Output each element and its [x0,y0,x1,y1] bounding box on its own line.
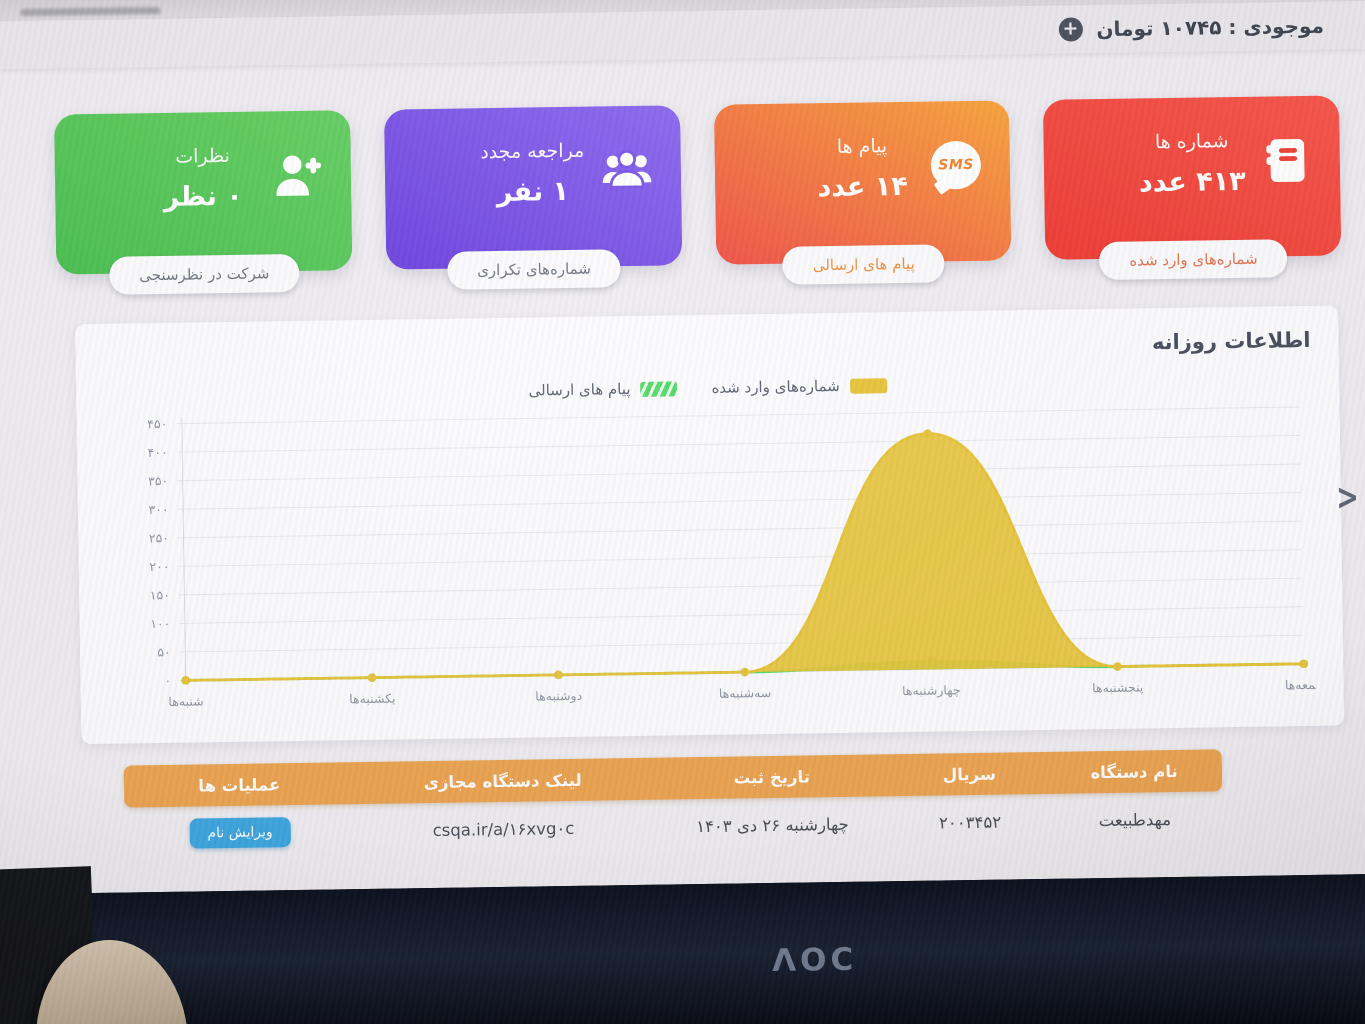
svg-text:سه‌شنبه‌ها: سه‌شنبه‌ها [719,686,772,701]
svg-text:۱۵۰: ۱۵۰ [150,588,170,602]
legend-swatch-entered-numbers [849,377,887,394]
devices-table: نام دستگاه سریال تاریخ ثبت لینک دستگاه م… [123,749,1223,861]
stat-cards-row: شماره ها ۴۱۳ عدد شماره‌های وارد شده SMS … [54,95,1342,295]
stat-card-numbers: شماره ها ۴۱۳ عدد شماره‌های وارد شده [1043,95,1342,281]
svg-text:۲۰۰: ۲۰۰ [149,560,169,574]
svg-text:۴۵۰: ۴۵۰ [147,417,167,431]
svg-text:۱۰۰: ۱۰۰ [150,617,170,631]
svg-text:۳۰۰: ۳۰۰ [148,503,168,517]
svg-text:پنجشنبه‌ها: پنجشنبه‌ها [1092,681,1144,696]
browser-tab-title [20,6,161,17]
legend-label: شماره‌های وارد شده [711,376,840,397]
svg-text:شنبه‌ها: شنبه‌ها [168,695,203,709]
cell-virtual-link[interactable]: csqa.ir/a/۱۶xvg۰c [432,818,575,840]
svg-text:۳۵۰: ۳۵۰ [148,474,168,488]
chevron-right-icon[interactable]: > [1335,476,1360,519]
svg-text:چهارشنبه‌ها: چهارشنبه‌ها [902,683,961,699]
daily-area-chart: ۰ ۵۰ ۱۰۰ ۱۵۰ ۲۰۰ ۲۵۰ ۳۰۰ ۳۵۰ ۴۰۰ ۴۵۰ شنبه‌ها یکشنبه… [147,406,1316,709]
card-title: شماره ها [1154,130,1229,154]
cell-device-name: مهدطبیعت [1098,809,1172,830]
daily-info-card: اطلاعات روزانه شماره‌های وارد شده پیام ه… [75,305,1345,745]
stat-card-comments: نظرات ۰ نظر شرکت در نظرسنجی [54,110,353,295]
chart-title: اطلاعات روزانه [1151,327,1311,355]
header-virtual-link: لینک دستگاه مجازی [423,770,582,792]
header-register-date: تاریخ ثبت [733,766,810,788]
stat-card-messages: SMS پیام ها ۱۴ عدد پیام های ارسالی [713,100,1012,285]
svg-text:یکشنبه‌ها: یکشنبه‌ها [349,692,396,706]
svg-text:۲۵۰: ۲۵۰ [149,531,169,545]
monitor-brand-logo: ΛOC [771,941,858,979]
legend-item-sent-messages[interactable]: پیام های ارسالی [528,379,678,400]
balance-text: موجودی : ۱۰۷۴۵ تومان [1096,13,1325,42]
people-group-icon [598,142,655,199]
svg-text:۵۰: ۵۰ [157,645,171,659]
edit-name-button[interactable]: ویرایش نام [189,817,291,849]
legend-swatch-sent-messages [640,380,678,397]
address-book-icon [1257,132,1314,189]
monitor-bezel: ΛOC [0,873,1365,1024]
card-title: پیام ها [836,135,888,158]
stat-card-revisits: مراجعه مجدد ۱ نفر شماره‌های تکراری [383,105,682,290]
sent-messages-button[interactable]: پیام های ارسالی [782,244,945,285]
svg-text:۴۰۰: ۴۰۰ [148,446,168,460]
svg-text:دوشنبه‌ها: دوشنبه‌ها [535,689,582,704]
cell-serial: ۲۰۰۳۴۵۲ [938,812,1002,832]
legend-item-entered-numbers[interactable]: شماره‌های وارد شده [711,376,887,397]
join-survey-button[interactable]: شرکت در نظرسنجی [108,253,300,295]
card-title: نظرات [175,144,230,168]
header-serial: سریال [942,764,997,784]
header-device-name: نام دستگاه [1090,761,1178,782]
legend-label: پیام های ارسالی [528,380,631,400]
screen: موجودی : ۱۰۷۴۵ تومان شماره ها ۴۱۳ عدد شم… [0,0,1365,895]
svg-text:۰: ۰ [164,674,171,688]
svg-text:جمعه‌ها: جمعه‌ها [1285,678,1316,692]
plus-circle-icon[interactable] [1058,17,1083,42]
card-title: مراجعه مجدد [480,139,585,164]
cell-register-date: چهارشنبه ۲۶ دی ۱۴۰۳ [696,814,849,836]
header-actions: عملیات ها [198,774,281,795]
person-add-icon [268,147,325,204]
repeated-numbers-button[interactable]: شماره‌های تکراری [446,249,622,290]
sms-icon-label: SMS [938,156,975,174]
entered-numbers-button[interactable]: شماره‌های وارد شده [1099,239,1288,281]
